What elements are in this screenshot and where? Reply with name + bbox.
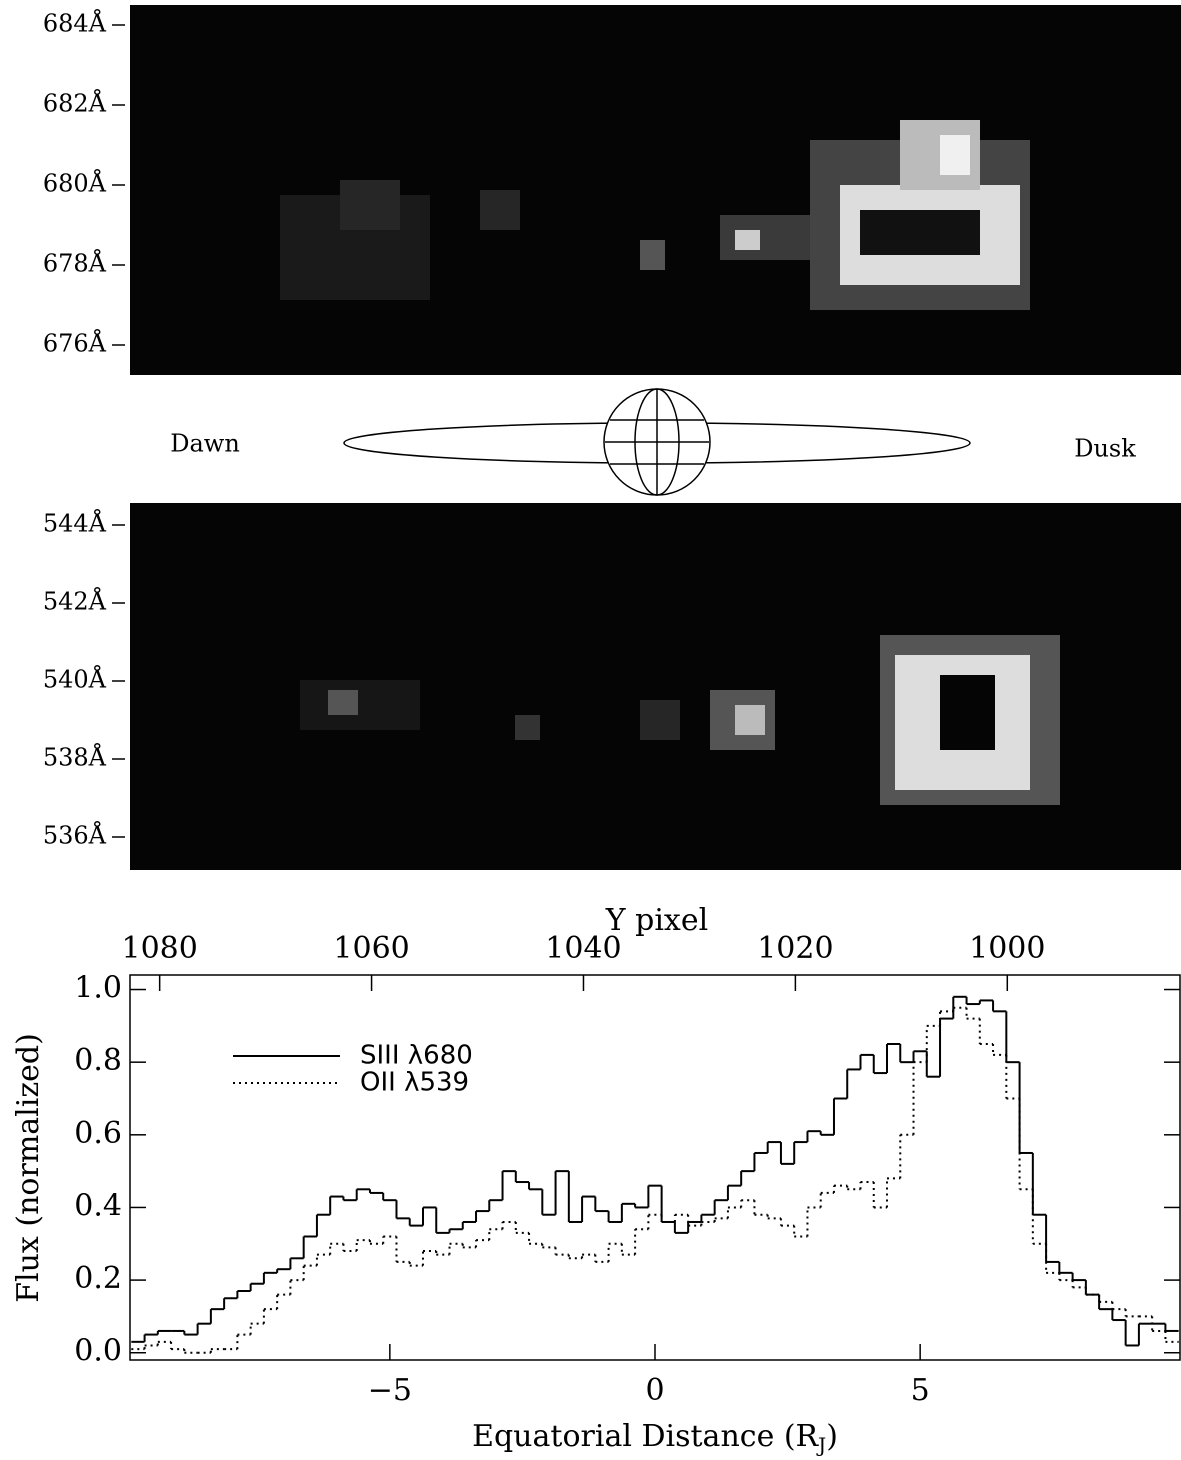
y-tick-label: 1.0 — [74, 971, 122, 1006]
x2-tick-label: 1080 — [121, 931, 197, 966]
dusk-label: Dusk — [1074, 435, 1136, 463]
legend-label: SIII λ680 — [360, 1041, 473, 1071]
wavelength-label: 538Å — [43, 743, 107, 772]
wavelength-label: 676Å — [43, 329, 107, 358]
y-tick-label: 0.6 — [74, 1116, 122, 1151]
wavelength-label: 540Å — [43, 665, 107, 694]
y-tick-label: 0.0 — [74, 1334, 122, 1369]
x-tick-label: 5 — [911, 1373, 930, 1408]
x2-tick-label: 1040 — [545, 931, 621, 966]
plot-frame — [129, 974, 1181, 1361]
x-title-sub: J — [816, 1433, 826, 1457]
emission-bottom — [300, 635, 1060, 805]
legend-label: OII λ539 — [360, 1068, 469, 1098]
x-axis-title: Equatorial Distance (RJ) — [472, 1419, 838, 1457]
x2-tick-label: 1060 — [333, 931, 409, 966]
x-title-main: Equatorial Distance (R — [472, 1419, 819, 1454]
dawn-label: Dawn — [170, 430, 240, 458]
x-tick-label: 0 — [645, 1373, 664, 1408]
wavelength-label: 680Å — [43, 169, 107, 198]
x-title-end: ) — [826, 1419, 838, 1454]
emission-top — [280, 120, 1030, 310]
y-tick-label: 0.8 — [74, 1043, 122, 1078]
diagram — [343, 388, 971, 496]
wavelength-label: 542Å — [43, 587, 107, 616]
x2-tick-label: 1000 — [969, 931, 1045, 966]
x-tick-label: −5 — [368, 1373, 412, 1408]
wavelength-label: 682Å — [43, 89, 107, 118]
y-tick-label: 0.2 — [74, 1261, 122, 1296]
wavelength-label: 678Å — [43, 249, 107, 278]
y-axis-title: Flux (normalized) — [11, 1033, 46, 1303]
wavelength-label: 536Å — [43, 821, 107, 850]
wavelength-label: 544Å — [43, 509, 107, 538]
x2-axis-title: Y pixel — [605, 903, 708, 938]
wavelength-label: 684Å — [43, 9, 107, 38]
y-tick-label: 0.4 — [74, 1188, 122, 1223]
x2-tick-label: 1020 — [757, 931, 833, 966]
